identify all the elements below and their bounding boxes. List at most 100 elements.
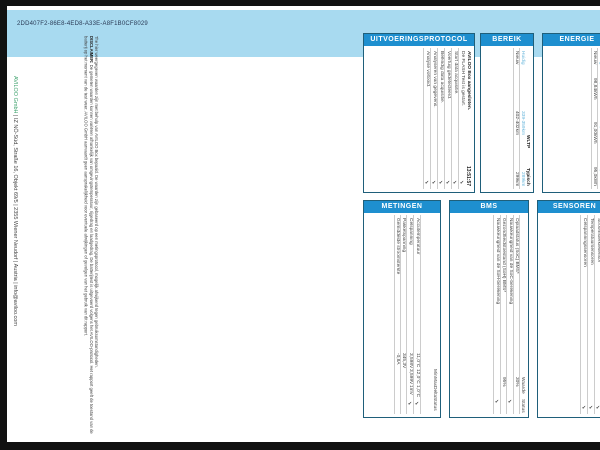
card-metingen: METINGEN Min Max Delta Status Accutemperatuur…: [363, 200, 441, 418]
card-body: BrutoNetto (nominaal)BruikbaarHuidig95,5…: [546, 48, 600, 189]
step-label: Voertuig gedetecteerd.: [446, 51, 451, 100]
header-delta: Delta: [432, 386, 437, 398]
bms-label: Nauwkeurigheid van de SoH-berekening: [495, 218, 500, 305]
delta-value: 1mV: [408, 385, 413, 395]
step-label: Analyse voltooid.: [425, 51, 430, 88]
netto-value: 91,00kWh: [592, 122, 597, 145]
netto-value: 88,00kWh: [598, 120, 600, 143]
table-row: De FLASH Test is gestart. ✔: [458, 48, 465, 189]
check-icon: ✔: [588, 405, 594, 411]
typisch-value: 299km: [514, 171, 519, 186]
document-id: 2DD407F2-86E8-4ED8-A33E-A8F1B0CF8029: [17, 21, 148, 27]
step-label: Analyseren van gegevens.: [432, 51, 437, 108]
header-status: Status: [432, 397, 437, 411]
table-row: Start data acquisitie. ✔: [451, 48, 458, 189]
table-row: Voertuig gedetecteerd. ✔: [444, 48, 451, 189]
card-body: WLTP Typisch Huidig 339-359km 289km Nieuw 402-…: [484, 48, 530, 189]
check-icon: ✔: [414, 401, 420, 407]
bruto-value: 95,56kWh: [598, 77, 600, 99]
table-row: Nieuw 98,84kWh 91,00kWh 95,0kWh: [591, 48, 597, 189]
table-row: Gemiddelde stroomsterkte -0,8A: [394, 215, 400, 414]
table-row: Analyse voltooid. ✔: [423, 48, 430, 189]
table-row: WLTP Typisch: [525, 48, 530, 189]
table-row: Huidig 339-359km 289km: [519, 48, 525, 189]
step-label: AVILOO Box aangesloten.: [466, 51, 471, 111]
check-icon: ✔: [424, 180, 430, 186]
card-body: AVILOO Box aangesloten. 13:51:57 De FLASH …: [367, 48, 471, 189]
bruikbaar-value: 95,0kWh: [592, 167, 597, 186]
row-label: Huidig: [598, 51, 600, 65]
card-bereik: BEREIK WLTP Typisch Huidig 339-359km 289km Nie…: [480, 33, 534, 193]
measurement-label: Gemiddelde stroomsterkte: [395, 218, 400, 275]
disclaimer-text: The hier weergegeven waarden zijn met be…: [69, 36, 99, 436]
header-min: Min: [432, 369, 437, 378]
check-icon: ✔: [407, 401, 413, 407]
sensor-label: Temperatuursensoren: [589, 218, 594, 265]
min-value: 3,598V: [408, 353, 413, 369]
footer-address: | IZ NÖ-Süd, Straße 16, Objekt 69/5 | 23…: [12, 113, 18, 326]
check-icon: ✔: [459, 180, 465, 186]
step-label: Start data acquisitie.: [453, 51, 458, 95]
delta-value: 1,0°C: [415, 385, 420, 398]
card-title: METINGEN: [364, 201, 440, 213]
card-title: UITVOERINGSPROTOCOL: [364, 34, 474, 46]
table-row: Celspanning 3,598V 3,599V 1mV ✔: [406, 215, 413, 414]
min-value: -0,8A: [395, 353, 400, 365]
wltp-value: 339-359km: [520, 111, 525, 136]
card-uitvoeringsprotocol: UITVOERINGSPROTOCOL AVILOO Box aangeslote…: [363, 33, 475, 193]
measurement-label: Accutemperatuur: [415, 218, 420, 255]
bruto-value: 98,84kWh: [592, 77, 597, 100]
bms-value: 30%: [514, 377, 519, 387]
header-status: Status: [520, 399, 525, 413]
row-label: Nieuw: [514, 51, 519, 65]
disclaimer-body: De gemeten waarden kunnen variëren afhan…: [83, 36, 94, 434]
bms-label: Nauwkeurigheid van de SoC-berekening: [508, 218, 513, 305]
min-value: 345,3V: [401, 353, 406, 369]
check-icon: ✔: [431, 180, 437, 186]
measurement-label: Pakketspanning: [401, 218, 406, 253]
table-row: Analyseren van gegevens. ✔: [430, 48, 437, 189]
table-row: Min Max Delta Status: [420, 215, 437, 414]
table-row: Accutemperatuur 11,0°C 12,0°C 1,0°C ✔: [413, 215, 420, 414]
row-label: Nieuw: [592, 51, 597, 65]
header-waarde: Waarde: [520, 377, 525, 394]
card-energie: ENERGIE BrutoNetto (nominaal)BruikbaarHui…: [542, 33, 600, 193]
check-icon: ✔: [595, 405, 600, 411]
footer-brand: AVILOO GmbH: [12, 76, 18, 114]
step-time: 13:51:57: [465, 165, 471, 186]
card-title: ENERGIE: [543, 34, 600, 46]
header-wltp: WLTP: [525, 134, 530, 149]
table-row: Nauwkeurigheid van de SoH-berekening ✔: [493, 215, 500, 414]
sensor-label: Celspanningssensoren: [582, 218, 587, 267]
typisch-value: 289km: [520, 171, 525, 186]
check-icon: ✔: [494, 399, 500, 405]
sensor-label: Stroomsterktesensor: [596, 218, 600, 263]
spacer: [520, 218, 525, 377]
min-value: 11,0°C: [415, 353, 420, 368]
table-row: Beëindig data acquisitie. ✔: [437, 48, 444, 189]
card-title: SENSOREN: [538, 201, 600, 213]
card-body: Spanningssensor✔Stroomsterktesensor✔Temp…: [541, 215, 600, 414]
table-row: Oplaadstatus (SoC) BMS* 30%: [513, 215, 519, 414]
check-icon: ✔: [445, 180, 451, 186]
wltp-value: 402-402km: [514, 111, 519, 136]
table-row: Huidig 95,56kWh 88,00kWh 92,29kWh: [597, 48, 600, 189]
spacer: [525, 51, 530, 135]
table-row: Temperatuursensoren ✔: [587, 215, 594, 414]
bruikbaar-value: 92,29kWh: [598, 164, 600, 186]
check-icon: ✔: [452, 180, 458, 186]
max-value: 12,0°C: [415, 369, 420, 384]
footer: AVILOO GmbH | IZ NÖ-Süd, Straße 16, Obje…: [12, 76, 18, 436]
card-title: BMS: [450, 201, 528, 213]
check-icon: ✔: [438, 180, 444, 186]
report-page: 2DD407F2-86E8-4ED8-A33E-A8F1B0CF8029 The…: [7, 6, 600, 442]
max-value: 3,599V: [408, 369, 413, 385]
check-icon: ✔: [581, 405, 587, 411]
intro-text: The hier weergegeven waarden zijn met be…: [94, 36, 99, 368]
measurement-label: Celspanning: [408, 218, 413, 245]
table-row: Nieuw 402-402km 299km: [513, 48, 519, 189]
header-typisch: Typisch: [525, 168, 530, 186]
bms-label: Gezondheidstoestand (SoH) BMS*: [501, 218, 506, 293]
spacer: [421, 218, 437, 369]
table-row: Gezondheidstoestand (SoH) BMS* 95%: [500, 215, 506, 414]
